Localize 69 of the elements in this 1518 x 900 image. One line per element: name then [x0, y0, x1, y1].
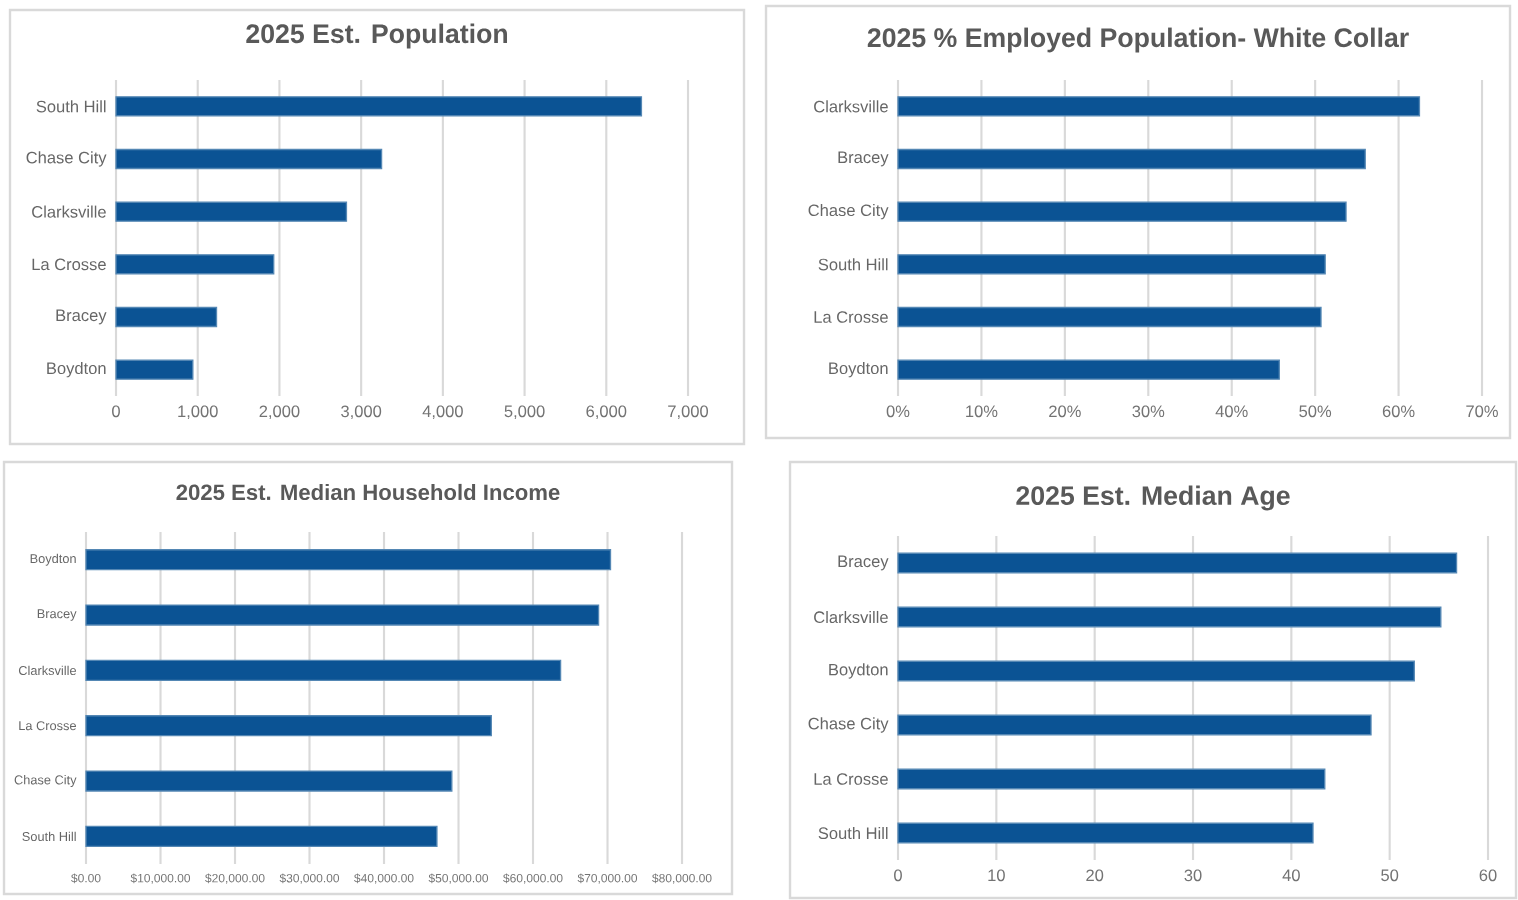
bar: [115, 148, 383, 170]
x-tick-label: 7,000: [668, 405, 709, 420]
y-tick-label: Bracey: [56, 309, 107, 325]
y-tick-label: Clarksville: [32, 205, 106, 218]
bar: [897, 660, 1415, 682]
x-tick-label: 20%: [1049, 405, 1081, 418]
y-tick-label: Chase City: [808, 717, 889, 733]
x-tick-label: 1,000: [178, 405, 218, 420]
x-tick-label: 0: [112, 405, 120, 418]
bar: [897, 148, 1366, 170]
x-tick-label: 6,000: [586, 405, 627, 420]
bar: [85, 659, 562, 681]
y-tick-label: Boydton: [829, 663, 888, 679]
y-tick-label: La Crosse: [814, 311, 888, 323]
bar: [115, 359, 194, 380]
y-tick-label: Chase City: [26, 151, 107, 167]
bar: [115, 306, 218, 328]
bar: [897, 552, 1458, 574]
x-tick-label: 0%: [886, 405, 910, 418]
x-tick-label: 2,000: [259, 405, 300, 420]
bar: [897, 96, 1421, 117]
x-tick-label: 60%: [1382, 405, 1415, 418]
x-tick-label: 0: [894, 869, 902, 882]
y-tick-label: La Crosse: [32, 258, 106, 271]
bar: [85, 604, 600, 626]
x-tick-label: 10: [988, 869, 1005, 882]
x-tick-label: 50%: [1299, 405, 1332, 418]
bar: [85, 770, 453, 792]
y-tick-label: South Hill: [818, 258, 888, 271]
bar: [85, 715, 492, 737]
bar: [85, 825, 438, 847]
y-tick-label: Clarksville: [814, 100, 888, 113]
bar: [897, 714, 1372, 736]
chart-title: 2025 Est. Median Age: [1016, 485, 1290, 511]
y-tick-label: Clarksville: [814, 610, 888, 624]
y-tick-label: Boydton: [47, 361, 106, 378]
bar: [85, 549, 612, 571]
bar: [115, 254, 275, 275]
x-tick-label: 4,000: [422, 405, 463, 420]
x-tick-label: 30%: [1132, 405, 1165, 418]
y-tick-label: Bracey: [838, 555, 889, 571]
y-tick-label: La Crosse: [814, 773, 888, 785]
x-tick-label: 3,000: [341, 405, 382, 420]
x-tick-label: 20: [1086, 869, 1104, 882]
y-tick-label: South Hill: [36, 100, 106, 113]
x-tick-label: 40%: [1215, 405, 1248, 418]
x-tick-label: 40: [1282, 869, 1300, 882]
x-tick-label: 70%: [1466, 405, 1498, 418]
y-tick-label: Boydton: [829, 361, 888, 378]
bar: [897, 768, 1326, 790]
bar: [115, 96, 643, 117]
x-tick-label: 5,000: [504, 405, 545, 420]
bar: [897, 606, 1442, 628]
x-tick-label: 60: [1479, 869, 1497, 882]
chart-title: 2025 Est. Median Household Income: [176, 483, 560, 501]
bar: [897, 201, 1347, 222]
x-tick-label: 10%: [966, 405, 998, 418]
y-tick-label: South Hill: [818, 826, 888, 840]
chart-title: 2025 Est. Population: [246, 23, 508, 49]
bar: [897, 359, 1280, 380]
bar: [897, 306, 1322, 328]
bar: [897, 254, 1326, 275]
bar: [897, 822, 1314, 844]
y-tick-label: Bracey: [838, 151, 889, 167]
x-tick-label: 50: [1381, 869, 1399, 882]
bar: [115, 201, 348, 222]
chart-title: 2025 % Employed Population- White Collar: [867, 27, 1409, 53]
y-tick-label: Chase City: [808, 203, 889, 220]
x-tick-label: 30: [1184, 869, 1202, 882]
